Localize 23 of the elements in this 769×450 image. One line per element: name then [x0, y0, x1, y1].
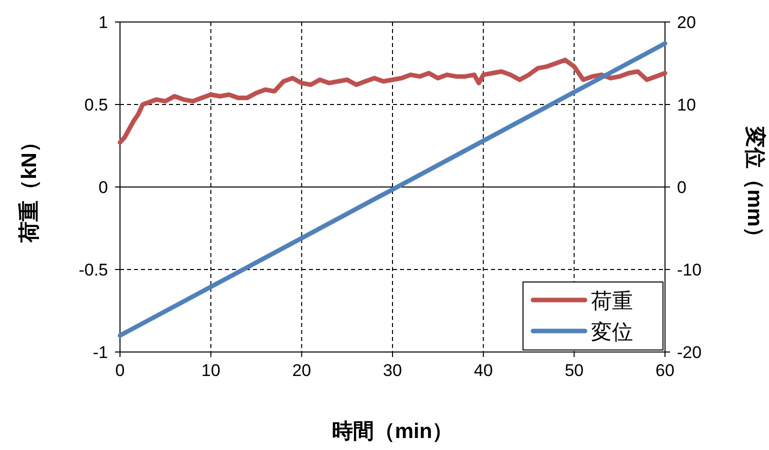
- y2-tick-label: -20: [677, 343, 702, 362]
- line-series: [118, 58, 668, 145]
- legend-label: 荷重: [591, 290, 633, 313]
- x-tick-label: 0: [115, 361, 125, 380]
- y2-tick-label: -10: [677, 260, 702, 280]
- y2-tick-label: 10: [677, 96, 696, 114]
- x-tick-label: 30: [383, 361, 402, 380]
- x-tick-label: 40: [474, 361, 493, 380]
- y-axis-title: 荷重（kN）: [18, 132, 41, 244]
- y-tick-label: 1: [98, 13, 108, 32]
- y2-tick-label: 0: [677, 178, 686, 197]
- y-tick-label: 0: [98, 178, 108, 197]
- y-tick-label: 0.5: [84, 96, 108, 114]
- y2-tick-label: 20: [677, 13, 696, 32]
- y-tick-label: -1: [92, 343, 108, 362]
- y2-axis-title: 変位（mm）: [743, 125, 767, 248]
- x-axis-title: 時間（min）: [332, 420, 454, 443]
- x-tick-label: 10: [201, 361, 220, 380]
- legend-label: 変位: [591, 321, 633, 344]
- x-tick-label: 60: [656, 361, 674, 380]
- x-tick-label: 50: [564, 361, 584, 380]
- x-tick-label: 20: [292, 361, 312, 380]
- y-tick-label: -0.5: [78, 260, 108, 280]
